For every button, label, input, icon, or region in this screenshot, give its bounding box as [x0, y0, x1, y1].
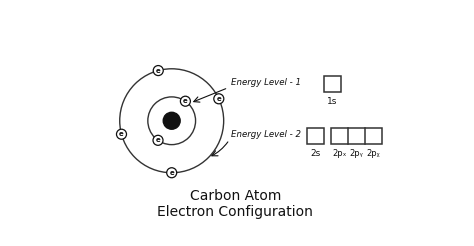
Text: e: e: [217, 96, 221, 102]
Circle shape: [117, 129, 127, 139]
Text: 2pᵪ: 2pᵪ: [366, 149, 380, 158]
Text: Electron Configuration: Electron Configuration: [157, 205, 313, 219]
Text: 2pᵧ: 2pᵧ: [349, 149, 364, 158]
Text: e: e: [119, 131, 124, 137]
Circle shape: [163, 112, 180, 129]
Text: 2pₓ: 2pₓ: [332, 149, 347, 158]
Text: e: e: [155, 137, 160, 143]
Text: Energy Level - 1: Energy Level - 1: [231, 78, 301, 87]
Circle shape: [167, 168, 177, 178]
Circle shape: [181, 96, 191, 106]
Circle shape: [153, 135, 163, 145]
Text: 1s: 1s: [327, 97, 337, 106]
Text: 2s: 2s: [310, 149, 321, 158]
Circle shape: [214, 94, 224, 104]
Text: Energy Level - 2: Energy Level - 2: [231, 130, 301, 139]
Bar: [331, 128, 382, 144]
Text: e: e: [156, 68, 161, 74]
Text: Carbon Atom: Carbon Atom: [190, 189, 281, 203]
Text: e: e: [183, 98, 188, 104]
Bar: [307, 128, 324, 144]
Circle shape: [153, 65, 163, 76]
Bar: [324, 76, 341, 92]
Text: e: e: [169, 170, 174, 176]
